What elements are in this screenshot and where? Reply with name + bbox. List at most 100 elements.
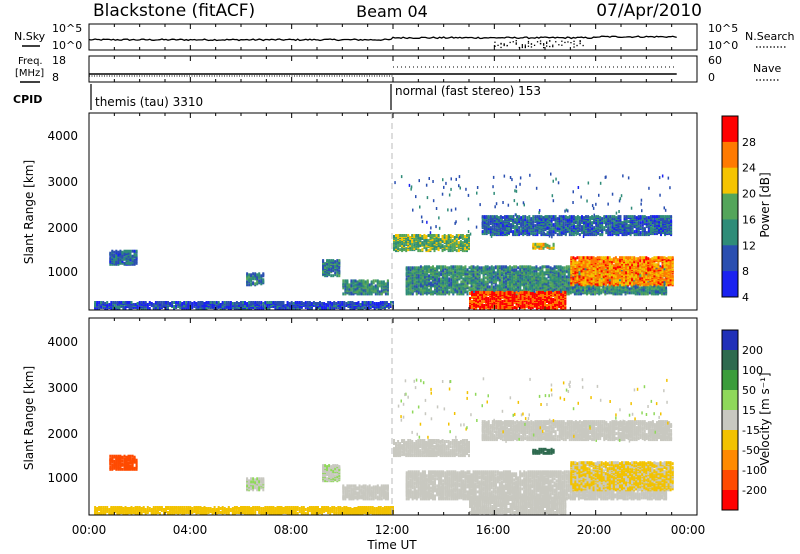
heatmap-cell [480, 278, 483, 282]
heatmap-cell [551, 275, 554, 279]
heatmap-cell [242, 304, 244, 307]
heatmap-cell [415, 238, 418, 242]
heatmap-cell [496, 272, 499, 276]
heatmap-cell [246, 302, 249, 305]
heatmap-cell [468, 281, 471, 285]
heatmap-cell [493, 299, 496, 302]
nsearch-point [576, 44, 578, 47]
heatmap-cell [657, 285, 659, 289]
heatmap-cell [461, 249, 464, 253]
heatmap-cell [359, 303, 362, 306]
heatmap-cell [256, 282, 259, 286]
heatmap-cell [409, 266, 412, 270]
heatmap-cell [250, 279, 253, 283]
heatmap-cell [535, 265, 538, 269]
heatmap-cell [118, 301, 121, 304]
heatmap-cell [487, 299, 490, 302]
heatmap-cell [382, 286, 385, 290]
heatmap-cell [529, 295, 532, 298]
heatmap-cell [130, 305, 133, 308]
heatmap-cell [507, 305, 510, 308]
heatmap-cell [111, 249, 114, 253]
heatmap-cell [437, 234, 440, 237]
heatmap-cell [527, 297, 530, 300]
heatmap-cell [575, 284, 578, 288]
heatmap-cell [290, 303, 293, 306]
heatmap-cell [558, 301, 561, 304]
heatmap-cell [460, 267, 463, 271]
heatmap-cell [94, 301, 97, 304]
heatmap-cell [575, 292, 578, 296]
heatmap-cell [338, 269, 341, 273]
nsearch-point [549, 45, 551, 48]
heatmap-cell [485, 305, 488, 308]
heatmap-cell [557, 265, 560, 269]
heatmap-cell [498, 284, 501, 288]
heatmap-cell [488, 285, 491, 289]
heatmap-cell [456, 289, 459, 293]
heatmap-cell [485, 303, 488, 306]
heatmap-cell [527, 276, 530, 280]
nsearch-point [530, 43, 533, 45]
heatmap-cell [483, 300, 486, 303]
heatmap-cell [421, 241, 424, 245]
heatmap-cell [546, 297, 548, 300]
heatmap-cell [413, 245, 416, 249]
heatmap-cell [397, 247, 400, 251]
heatmap-cell [448, 270, 451, 274]
heatmap-cell [558, 290, 561, 294]
heatmap-cell [560, 305, 563, 308]
heatmap-cell [652, 289, 655, 293]
heatmap-cell [332, 264, 335, 268]
heatmap-cell [499, 290, 502, 294]
heatmap-cell [509, 265, 511, 269]
heatmap-cell [123, 261, 126, 265]
heatmap-cell [552, 298, 555, 301]
heatmap-cell [567, 281, 570, 285]
heatmap-cell [543, 289, 546, 293]
heatmap-cell [563, 266, 566, 270]
heatmap-cell [387, 303, 390, 306]
heatmap-cell [500, 279, 503, 283]
heatmap-cell [346, 279, 349, 283]
heatmap-cell [556, 301, 559, 304]
heatmap-cell [523, 307, 526, 310]
heatmap-cell [567, 289, 570, 293]
heatmap-cell [115, 260, 118, 264]
heatmap-cell [417, 275, 420, 279]
heatmap-cell [602, 290, 605, 294]
heatmap-cell [499, 297, 502, 300]
heatmap-cell [630, 288, 633, 292]
heatmap-cell [360, 291, 363, 295]
heatmap-cell [443, 245, 446, 249]
heatmap-cell [539, 302, 542, 305]
heatmap-cell [574, 268, 577, 272]
heatmap-cell [411, 269, 414, 273]
heatmap-cell [498, 265, 501, 269]
heatmap-cell [347, 301, 350, 304]
heatmap-cell [549, 284, 552, 288]
heatmap-cell [576, 279, 579, 283]
heatmap-cell [315, 307, 317, 310]
heatmap-cell [488, 277, 491, 281]
heatmap-cell [225, 305, 228, 308]
heatmap-cell [574, 257, 577, 261]
nsearch-point [527, 42, 530, 44]
heatmap-cell [121, 250, 124, 254]
heatmap-cell [614, 286, 617, 290]
heatmap-cell [544, 242, 547, 246]
heatmap-cell [481, 301, 484, 304]
heatmap-cell [648, 284, 651, 288]
heatmap-cell [463, 243, 466, 247]
heatmap-cell [357, 301, 360, 304]
heatmap-cell [499, 301, 502, 304]
heatmap-cell [445, 235, 448, 238]
heatmap-cell [428, 274, 430, 278]
heatmap-cell [494, 265, 497, 269]
heatmap-cell [370, 284, 373, 288]
heatmap-cell [523, 290, 526, 294]
heatmap-cell [560, 295, 563, 298]
heatmap-cell [436, 265, 439, 269]
heatmap-cell [490, 282, 493, 286]
heatmap-cell [223, 301, 226, 304]
